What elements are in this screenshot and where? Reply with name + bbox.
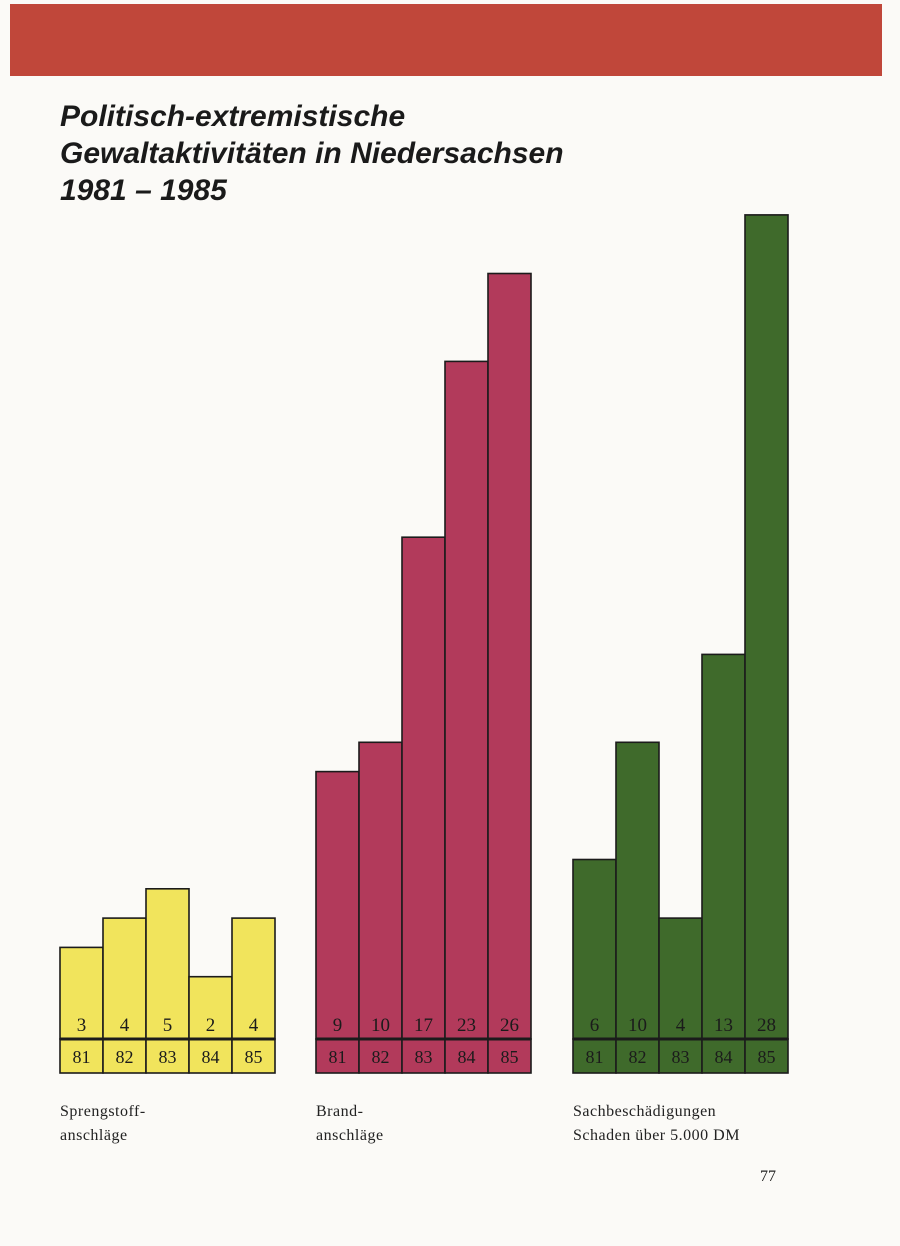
category-label: 81: [329, 1047, 347, 1067]
bar-brand-81: [315, 770, 360, 1040]
title-line-3: 1981 – 1985: [60, 174, 227, 207]
group-label-line: Schaden über 5.000 DM: [573, 1127, 740, 1144]
year-cell-spreng-85: [231, 1038, 276, 1074]
year-cell-sach-84: [701, 1038, 746, 1074]
value-label: 9: [333, 1015, 343, 1036]
bar-group-brand: 9 81 10 82 17 83 23 84 26 85: [315, 272, 532, 1074]
title-line-2: Gewaltaktivitäten in Niedersachsen: [60, 137, 564, 170]
group-label-sachbeschaedigungen: Sachbeschädigungen Schaden über 5.000 DM: [573, 1100, 740, 1148]
year-cell-brand-84: [444, 1038, 489, 1074]
value-label: 3: [77, 1015, 87, 1036]
bar-brand-84: [444, 360, 489, 1040]
bar-spreng-81: [59, 946, 104, 1040]
category-label: 84: [458, 1047, 476, 1067]
bar-sach-84: [701, 653, 746, 1040]
year-cell-brand-85: [487, 1038, 532, 1074]
category-label: 81: [586, 1047, 604, 1067]
value-label: 23: [457, 1015, 476, 1036]
group-label-line: Brand-: [316, 1103, 364, 1120]
value-label: 5: [163, 1015, 173, 1036]
value-label: 28: [757, 1015, 776, 1036]
bar-brand-85: [487, 272, 532, 1040]
group-label-sprengstoffanschlaege: Sprengstoff- anschläge: [60, 1100, 146, 1148]
category-label: 82: [629, 1047, 647, 1067]
category-label: 83: [672, 1047, 690, 1067]
title-line-1: Politisch-extremistische: [60, 100, 406, 133]
group-label-line: anschläge: [316, 1127, 384, 1144]
value-label: 10: [628, 1015, 647, 1036]
bar-group-spreng: 3 81 4 82 5 83 2 84 4 85: [59, 887, 276, 1074]
bar-spreng-84: [188, 975, 233, 1040]
category-label: 84: [202, 1047, 220, 1067]
bar-spreng-85: [231, 917, 276, 1040]
bar-sach-81: [572, 858, 617, 1040]
category-label: 84: [715, 1047, 733, 1067]
bar-sach-82: [615, 741, 660, 1040]
bar-sach-85: [744, 214, 789, 1040]
value-label: 4: [120, 1015, 130, 1036]
value-label: 17: [414, 1015, 433, 1036]
value-label: 4: [249, 1015, 259, 1036]
category-label: 85: [245, 1047, 263, 1067]
category-label: 85: [501, 1047, 519, 1067]
category-label: 82: [372, 1047, 390, 1067]
header-band: [10, 4, 882, 76]
value-label: 10: [371, 1015, 390, 1036]
value-label: 6: [590, 1015, 600, 1036]
category-label: 83: [415, 1047, 433, 1067]
group-label-line: anschläge: [60, 1127, 128, 1144]
value-label: 26: [500, 1015, 519, 1036]
group-label-line: Sachbeschädigungen: [573, 1103, 717, 1120]
year-cell-sach-82: [615, 1038, 660, 1074]
category-label: 82: [116, 1047, 134, 1067]
chart-title: Politisch-extremistische Gewaltaktivität…: [60, 98, 760, 209]
year-cell-sach-81: [572, 1038, 617, 1074]
page-number: 77: [760, 1168, 776, 1185]
category-label: 85: [758, 1047, 776, 1067]
category-label: 81: [73, 1047, 91, 1067]
bar-group-sach: 6 81 10 82 4 83 13 84 28 85: [572, 214, 789, 1074]
value-label: 4: [676, 1015, 686, 1036]
group-label-brandanschlaege: Brand- anschläge: [316, 1100, 384, 1148]
group-label-line: Sprengstoff-: [60, 1103, 146, 1120]
value-label: 13: [714, 1015, 733, 1036]
bar-brand-82: [358, 741, 403, 1040]
category-label: 83: [159, 1047, 177, 1067]
value-label: 2: [206, 1015, 216, 1036]
bar-brand-83: [401, 536, 446, 1040]
